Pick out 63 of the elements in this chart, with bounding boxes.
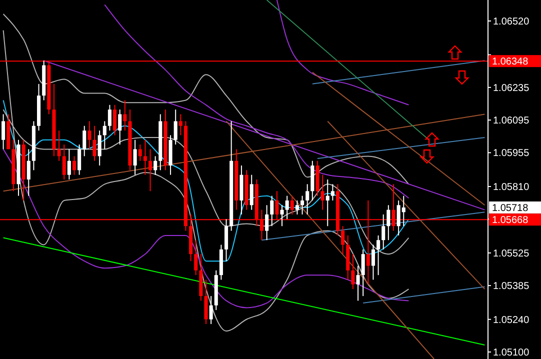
- y-tick-label: 1.05810: [493, 182, 530, 193]
- candlestick: [371, 244, 375, 280]
- candlestick: [88, 120, 92, 150]
- candlestick: [174, 109, 178, 146]
- candlestick: [194, 240, 198, 276]
- candlestick: [270, 195, 274, 227]
- candlestick: [108, 104, 112, 132]
- candlestick: [265, 204, 269, 241]
- candlestick: [285, 195, 289, 220]
- candlestick: [92, 125, 96, 162]
- text: 1.05718: [492, 202, 529, 214]
- y-tick-label: 1.05240: [493, 314, 530, 326]
- y-tick-label: 1.06235: [493, 82, 530, 94]
- y-tick-label: 1.06520: [493, 16, 530, 28]
- ref-line-label: 1.05668: [492, 215, 529, 226]
- candlestick: [382, 214, 386, 250]
- y-tick-label: 1.05385: [493, 281, 530, 292]
- candlestick: [330, 184, 334, 201]
- candlestick: [320, 174, 324, 210]
- candlestick: [280, 204, 284, 227]
- candlestick: [154, 156, 158, 176]
- line-series: [2, 148, 410, 308]
- candlestick: [123, 100, 127, 132]
- candlestick: [138, 144, 142, 162]
- candlestick: [209, 296, 213, 325]
- candlestick: [341, 226, 345, 255]
- y-tick-label: 1.05525: [493, 248, 530, 260]
- candlestick: [78, 144, 82, 176]
- ref-line-label: 1.06348: [492, 56, 529, 68]
- candlestick: [98, 130, 102, 166]
- line-series: [2, 30, 410, 332]
- candlestick: [82, 125, 86, 157]
- candlestick: [351, 254, 355, 290]
- candlestick: [113, 104, 117, 136]
- y-tick-label: 1.05100: [493, 348, 530, 359]
- candlestick: [361, 248, 365, 297]
- line-series: [276, 0, 410, 106]
- candlestick: [306, 184, 310, 215]
- candlestick: [386, 204, 390, 241]
- candlestick: [2, 114, 6, 150]
- candlestick: [118, 109, 122, 146]
- candlestick: [224, 218, 228, 262]
- candlestick: [26, 148, 30, 196]
- y-tick-label: 1.05955: [493, 148, 530, 160]
- candlestick: [178, 114, 182, 136]
- candlestick: [72, 156, 76, 176]
- candlestick: [250, 174, 254, 210]
- candlestick: [143, 139, 147, 176]
- candlestick: [62, 144, 66, 180]
- candlestick: [67, 148, 71, 180]
- candlestick: [300, 195, 304, 215]
- candlestick: [376, 234, 380, 276]
- candlestick: [102, 120, 106, 150]
- candlestick: [295, 200, 299, 215]
- candlestick: [356, 265, 360, 302]
- line-series: [2, 13, 410, 185]
- y-tick-label: 1.06095: [493, 116, 530, 127]
- candlestick: [290, 195, 294, 215]
- candlestick: [133, 139, 137, 176]
- candlestick: [148, 148, 152, 192]
- candlestick: [204, 279, 208, 325]
- candlestick: [57, 130, 61, 162]
- candlestick: [326, 179, 330, 227]
